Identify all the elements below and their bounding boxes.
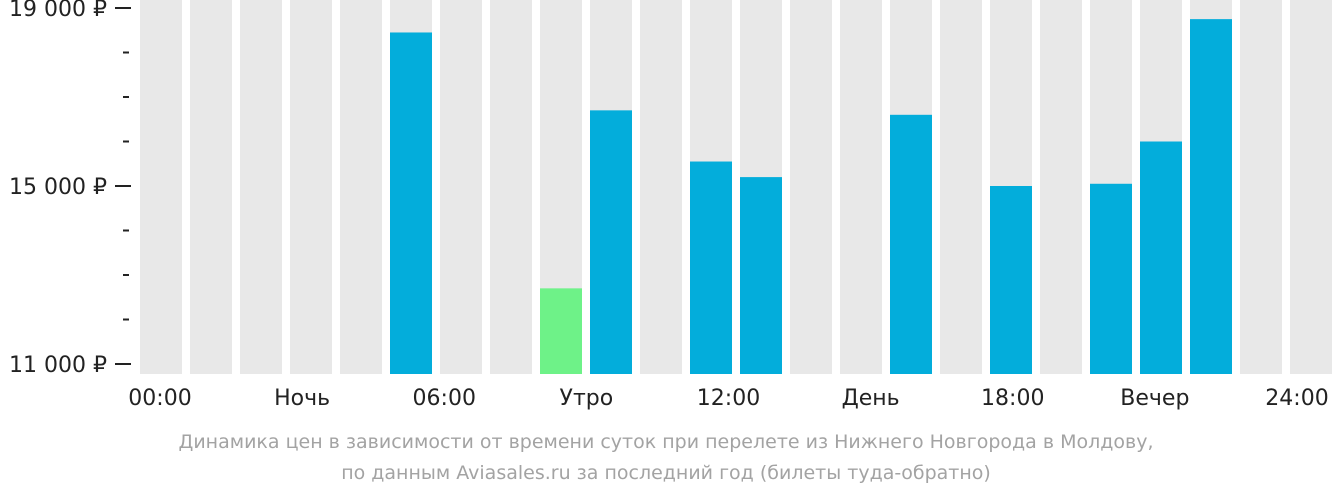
x-axis: 00:00 Ночь 06:00 Утро 12:00 День 18:00 Вечер 24:…	[128, 386, 1328, 411]
chart-caption-line-1: Динамика цен в зависимости от времени су…	[178, 431, 1154, 453]
x-tick-label: 06:00	[413, 386, 476, 411]
background-column	[340, 0, 382, 374]
x-tick-label: 00:00	[128, 386, 191, 411]
x-tick-label: Ночь	[274, 386, 330, 411]
background-column	[640, 0, 682, 374]
background-column	[240, 0, 282, 374]
background-column	[440, 0, 482, 374]
x-tick-label: День	[842, 386, 900, 411]
bar	[1140, 141, 1182, 374]
bar	[690, 161, 732, 374]
background-column	[840, 0, 882, 374]
bar	[990, 186, 1032, 374]
background-column	[790, 0, 832, 374]
bar	[890, 114, 932, 375]
background-column	[190, 0, 232, 374]
background-column	[1290, 0, 1332, 374]
price-bars	[390, 19, 1232, 375]
background-column	[1240, 0, 1282, 374]
bar	[740, 177, 782, 374]
background-column	[140, 0, 182, 374]
x-tick-label: 24:00	[1265, 386, 1328, 411]
y-tick-label: 19 000 ₽	[9, 0, 107, 22]
x-tick-label: 18:00	[981, 386, 1044, 411]
bar	[1090, 183, 1132, 374]
background-column	[490, 0, 532, 374]
bar	[590, 110, 632, 374]
y-axis: 11 000 ₽ 15 000 ₽ 19 000 ₽	[9, 0, 131, 378]
y-tick-label: 15 000 ₽	[9, 175, 107, 200]
background-column	[290, 0, 332, 374]
x-tick-label: Утро	[560, 386, 614, 411]
chart-caption-line-2: по данным Aviasales.ru за последний год …	[341, 462, 991, 484]
background-column	[940, 0, 982, 374]
bar	[1190, 19, 1232, 374]
bar-cheapest	[540, 288, 582, 374]
background-column	[1040, 0, 1082, 374]
bar	[390, 32, 432, 374]
x-tick-label: Вечер	[1120, 386, 1189, 411]
y-tick-label: 11 000 ₽	[9, 353, 107, 378]
price-chart: 11 000 ₽ 15 000 ₽ 19 000 ₽ 00:00 Ночь 06:00 У…	[9, 0, 1332, 411]
x-tick-label: 12:00	[697, 386, 760, 411]
